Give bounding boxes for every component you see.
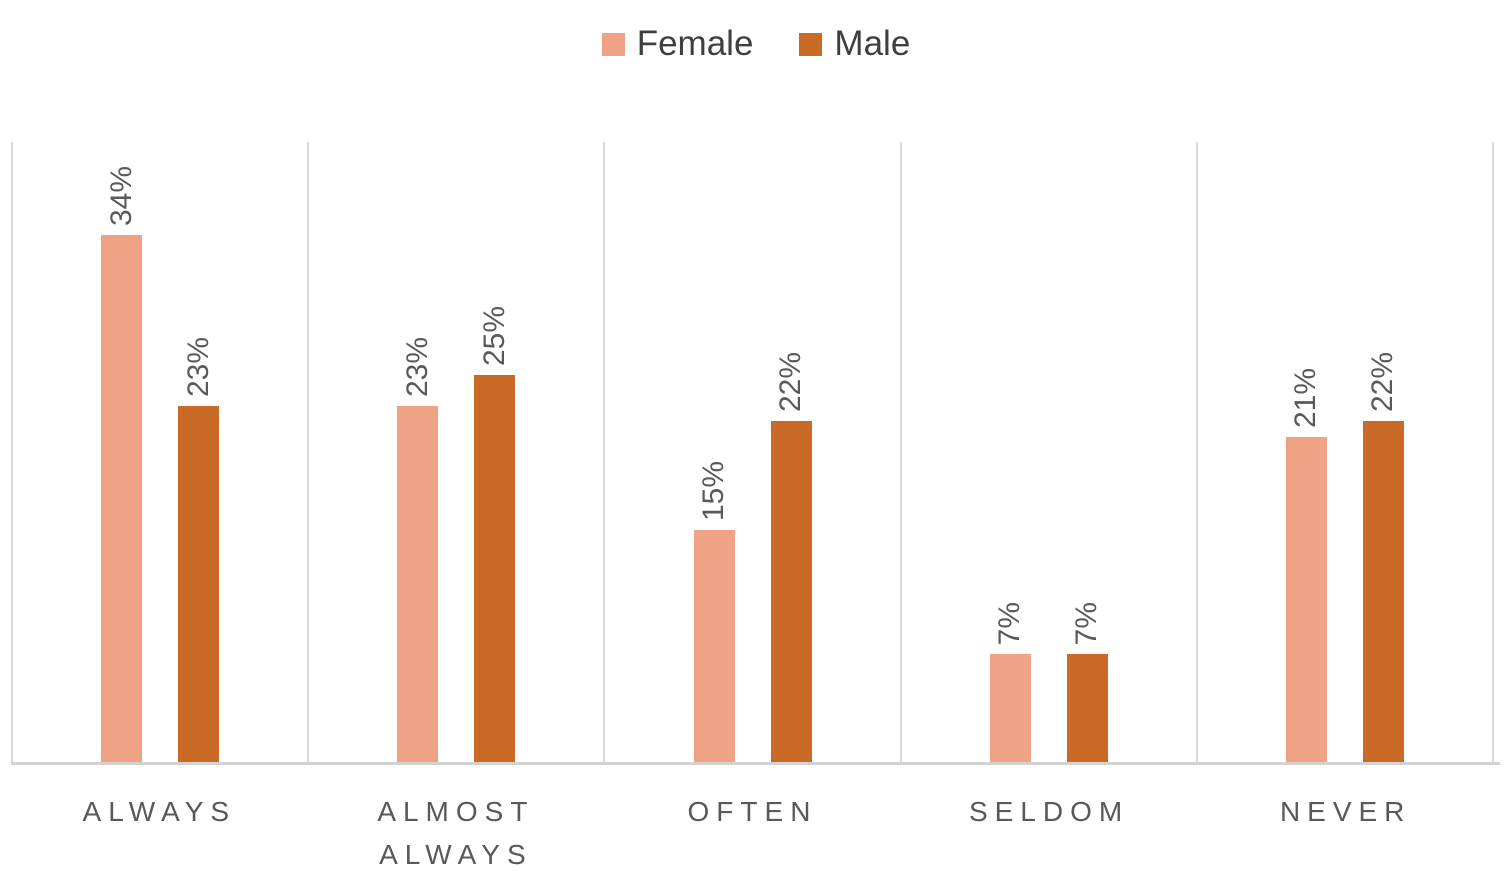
category-panel-almost-always: 23% 25% <box>307 142 603 763</box>
bar-group-always-female: 34% <box>101 142 143 763</box>
bar-group-almost-always-male: 25% <box>474 142 516 763</box>
category-panel-seldom: 7% 7% <box>899 142 1196 763</box>
data-label-seldom-female: 7% <box>993 601 1027 645</box>
data-label-almost-always-male: 25% <box>477 305 511 366</box>
legend-label-male: Male <box>834 24 911 63</box>
category-panel-never: 21% 22% <box>1195 142 1492 763</box>
bar-group-never-male: 22% <box>1362 142 1404 763</box>
category-label-never: NEVER <box>1279 796 1412 827</box>
bar-never-male <box>1362 421 1404 763</box>
data-label-never-male: 22% <box>1366 351 1400 412</box>
category-axis: ALWAYS ALMOST ALWAYS OFTEN SELDOM NEVER <box>11 790 1494 877</box>
category-label-always: ALWAYS <box>82 796 237 827</box>
legend-item-male: Male <box>799 24 910 64</box>
bar-almost-always-female <box>397 406 439 763</box>
male-swatch-icon <box>799 32 823 56</box>
female-swatch-icon <box>601 32 625 56</box>
data-label-always-male: 23% <box>181 336 215 397</box>
data-label-almost-always-female: 23% <box>400 336 434 397</box>
bar-group-almost-always-female: 23% <box>397 142 439 763</box>
category-label-seldom: SELDOM <box>968 796 1130 827</box>
bar-group-often-male: 22% <box>770 142 812 763</box>
data-label-never-female: 21% <box>1289 367 1323 428</box>
bar-almost-always-male <box>474 375 516 763</box>
bar-never-female <box>1285 437 1327 763</box>
legend-label-female: Female <box>636 24 754 63</box>
category-label-often: OFTEN <box>687 796 818 827</box>
data-label-seldom-male: 7% <box>1070 601 1104 645</box>
category-label-almost-always: ALMOST ALWAYS <box>377 796 535 871</box>
bar-often-female <box>693 530 735 763</box>
x-axis-line <box>11 762 1500 765</box>
bar-seldom-female <box>989 654 1031 763</box>
category-panel-always: 34% 23% <box>11 142 307 763</box>
bar-often-male <box>770 421 812 763</box>
data-label-often-female: 15% <box>697 460 730 521</box>
bar-always-male <box>178 406 220 763</box>
bar-always-female <box>101 235 143 763</box>
category-panel-often: 15% 22% <box>603 142 899 763</box>
bar-group-never-female: 21% <box>1285 142 1327 763</box>
legend-item-female: Female <box>601 24 754 64</box>
bar-group-always-male: 23% <box>178 142 220 763</box>
chart-legend: Female Male <box>0 24 1512 64</box>
plot-area: 34% 23% 23% 25% 15% 22% 7% 7% 21% 22% <box>11 142 1494 763</box>
bar-group-seldom-male: 7% <box>1066 142 1108 763</box>
data-label-always-female: 34% <box>104 165 138 226</box>
bar-group-seldom-female: 7% <box>989 142 1031 763</box>
bar-group-often-female: 15% <box>693 142 735 763</box>
bar-seldom-male <box>1066 654 1108 763</box>
data-label-often-male: 22% <box>774 351 807 412</box>
